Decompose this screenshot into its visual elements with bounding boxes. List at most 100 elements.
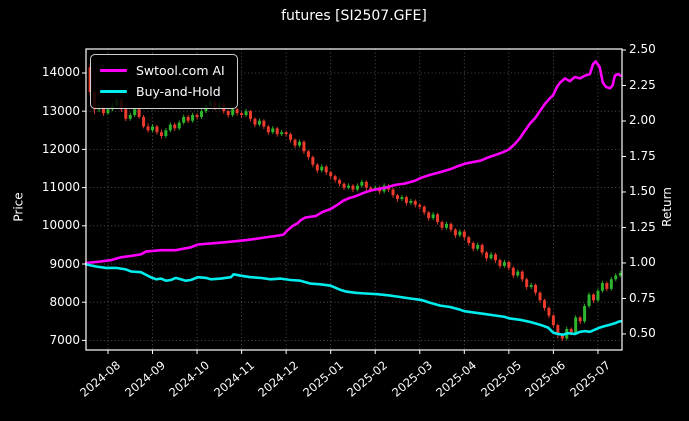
candle-body — [284, 132, 288, 135]
candle-body — [569, 328, 573, 333]
candle-body — [329, 172, 333, 177]
candle-body — [614, 275, 618, 280]
chart-title: futures [SI2507.GFE] — [281, 8, 427, 24]
candle-body — [471, 242, 475, 249]
bh-legend-label: Buy-and-Hold — [136, 84, 221, 99]
bh-line-swatch — [100, 90, 127, 93]
swtool-com-ai-line — [84, 60, 623, 265]
candle-body — [271, 128, 275, 133]
candle-body — [168, 124, 172, 131]
candle-body — [333, 176, 337, 180]
candle-body — [293, 139, 297, 146]
candle-body — [391, 189, 395, 196]
candle-body — [489, 254, 493, 259]
candle-body — [369, 187, 373, 190]
candle-body — [355, 185, 359, 190]
candle-body — [182, 116, 186, 123]
candle-body — [360, 181, 364, 186]
candle-body — [275, 128, 279, 135]
candle-body — [551, 315, 555, 326]
candle-body — [244, 111, 248, 116]
candle-body — [538, 292, 542, 301]
return-tick-label: 2.00 — [629, 113, 656, 128]
candle-body — [480, 244, 484, 253]
candle-body — [338, 179, 342, 184]
candle-body — [467, 237, 471, 243]
candle-body — [280, 132, 284, 135]
candle-body — [235, 109, 239, 114]
candle-body — [618, 273, 622, 276]
candle-body — [324, 166, 328, 173]
candle-body — [605, 283, 609, 289]
price-tick-label: 9000 — [49, 256, 80, 271]
candle-body — [422, 206, 426, 213]
candle-body — [240, 113, 244, 116]
return-tick-label: 2.25 — [629, 77, 656, 92]
candle-body — [427, 212, 431, 219]
candle-body — [298, 141, 302, 146]
candle-body — [164, 130, 168, 137]
candle-body — [462, 231, 466, 238]
price-tick-label: 12000 — [41, 141, 80, 156]
candle-body — [249, 111, 253, 119]
candle-body — [106, 109, 110, 114]
candle-body — [449, 223, 453, 230]
candle-body — [102, 107, 106, 114]
candle-body — [315, 164, 319, 171]
candle-body — [534, 285, 538, 293]
candle-body — [574, 317, 578, 333]
legend-item-bh: Buy-and-Hold — [100, 81, 225, 102]
candle-body — [400, 197, 404, 200]
candle-body — [587, 294, 591, 307]
candle-body — [289, 134, 293, 140]
candle-body — [436, 214, 440, 222]
price-tick-label: 10000 — [41, 218, 80, 233]
legend-item-ai: Swtool.com AI — [100, 60, 225, 81]
candle-body — [128, 115, 132, 119]
candle-body — [560, 334, 564, 339]
candle-body — [583, 306, 587, 322]
candle-body — [173, 124, 177, 129]
candle-body — [346, 185, 350, 188]
candle-body — [142, 116, 146, 127]
candle-body — [320, 166, 324, 171]
candle-body — [404, 197, 408, 203]
candle-body — [493, 254, 497, 261]
ai-legend-label: Swtool.com AI — [136, 63, 225, 78]
return-tick-label: 1.75 — [629, 148, 656, 163]
candle-body — [302, 141, 306, 152]
candle-body — [520, 271, 524, 280]
price-tick-label: 7000 — [49, 332, 80, 347]
candle-body — [596, 290, 600, 301]
candle-body — [511, 267, 515, 276]
candle-body — [137, 109, 141, 117]
candle-body — [498, 260, 502, 266]
candle-body — [600, 283, 604, 291]
candle-body — [444, 223, 448, 228]
candle-body — [431, 214, 435, 219]
candle-body — [409, 200, 413, 203]
return-tick-label: 0.50 — [629, 326, 656, 341]
return-tick-label: 2.50 — [629, 42, 656, 57]
price-tick-label: 8000 — [49, 294, 80, 309]
candle-body — [257, 120, 261, 125]
candle-body — [311, 157, 315, 165]
candle-body — [502, 262, 506, 266]
candle-body — [231, 109, 235, 116]
candle-body — [609, 279, 613, 289]
candle-body — [253, 118, 257, 125]
buy-and-hold-line — [84, 263, 623, 337]
price-tick-label: 11000 — [41, 180, 80, 195]
candle-body — [351, 185, 355, 190]
ai-line-swatch — [100, 69, 127, 72]
candle-body — [342, 183, 346, 188]
candle-body — [578, 317, 582, 322]
candle-body — [542, 300, 546, 308]
candle-body — [453, 229, 457, 236]
candle-body — [306, 151, 310, 158]
candle-body — [525, 279, 529, 287]
return-tick-label: 1.50 — [629, 184, 656, 199]
return-tick-label: 0.75 — [629, 290, 656, 305]
candle-body — [124, 109, 128, 119]
